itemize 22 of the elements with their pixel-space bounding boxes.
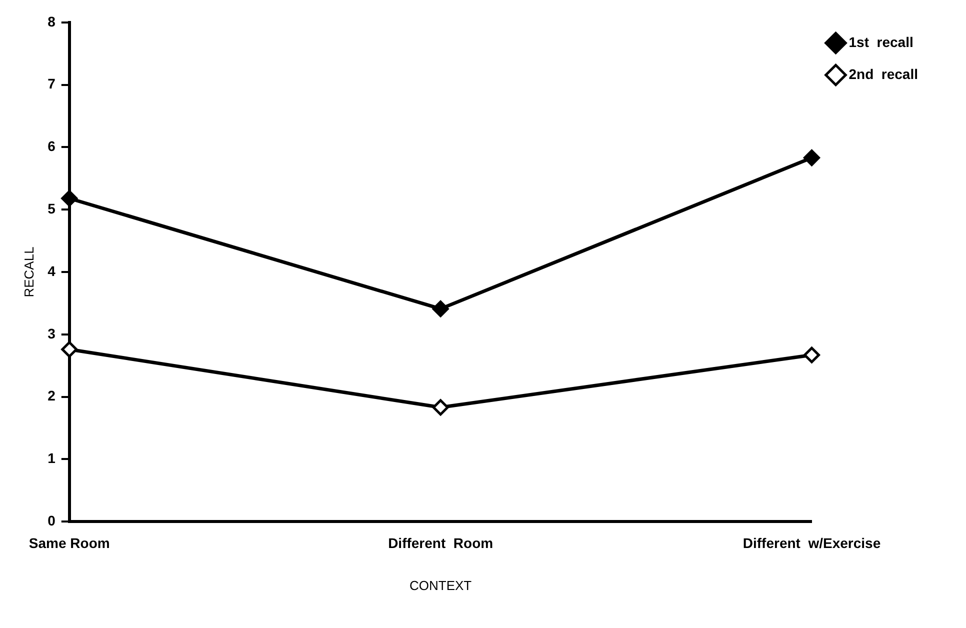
point [432,300,449,318]
legend-label: 1st recall [848,34,914,50]
point [803,150,820,166]
point [432,399,449,416]
point [61,341,78,358]
y-tick-label: 2 [48,388,56,404]
legend-label: 2nd recall [848,66,918,82]
x-tick-label: Different Room [388,534,494,551]
y-tick-label: 3 [48,325,56,342]
y-tick-label: 5 [48,200,56,216]
y-tick-label: 7 [48,76,56,92]
y-tick-label: 0 [48,512,56,528]
x-tick-label: Same Room [28,534,110,551]
y-tick-label: 6 [48,138,56,154]
y-axis-title: RECALL [21,246,36,298]
x-axis-title: CONTEXT [410,578,472,593]
y-tick-label: 4 [48,262,56,279]
x-tick-label: Different w/Exercise [742,534,881,551]
y-tick-label: 8 [48,13,56,30]
y-tick-label: 1 [48,450,56,466]
point [61,190,78,207]
point [803,346,820,364]
